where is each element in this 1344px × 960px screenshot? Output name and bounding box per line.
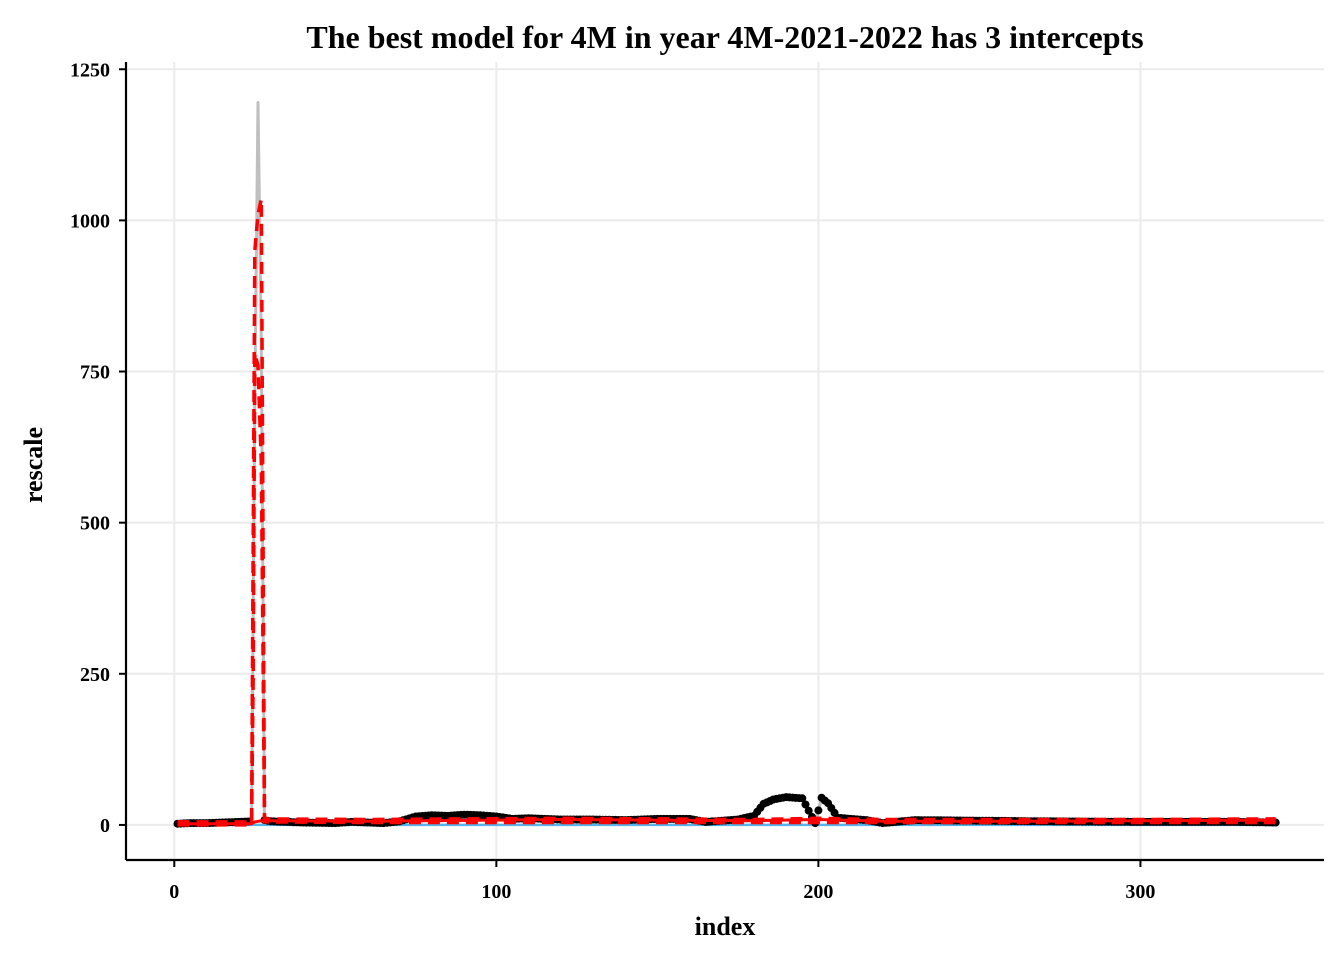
series-layer: [173, 101, 1280, 828]
lower-bound-line: [177, 352, 1276, 827]
observed-line: [177, 101, 1276, 826]
axes: [124, 62, 1324, 862]
observed-point: [801, 800, 810, 809]
x-ticks: 0 100 200 300: [169, 860, 1155, 903]
y-ticks: 0 250 500 750 1000 1250: [70, 59, 126, 837]
observed-point: [804, 806, 813, 815]
observed-point: [814, 806, 823, 815]
x-tick-label-2: 200: [803, 881, 833, 903]
x-tick-label-0: 0: [169, 881, 179, 903]
chart-title: The best model for 4M in year 4M-2021-20…: [306, 19, 1143, 55]
y-tick-label-3: 750: [80, 362, 110, 384]
y-tick-label-5: 1250: [70, 59, 110, 81]
y-tick-label-1: 250: [80, 664, 110, 686]
y-tick-label-4: 1000: [70, 210, 110, 232]
upper-bound-line: [177, 198, 1276, 824]
fitted-line: [177, 817, 1276, 826]
y-tick-label-0: 0: [100, 815, 110, 837]
observed-point: [798, 794, 807, 803]
x-axis-title: index: [695, 912, 756, 941]
x-tick-label-1: 100: [481, 881, 511, 903]
y-axis-title: rescale: [19, 427, 48, 503]
y-tick-label-2: 500: [80, 513, 110, 535]
grid-lines: [126, 62, 1324, 860]
x-tick-label-3: 300: [1125, 881, 1155, 903]
